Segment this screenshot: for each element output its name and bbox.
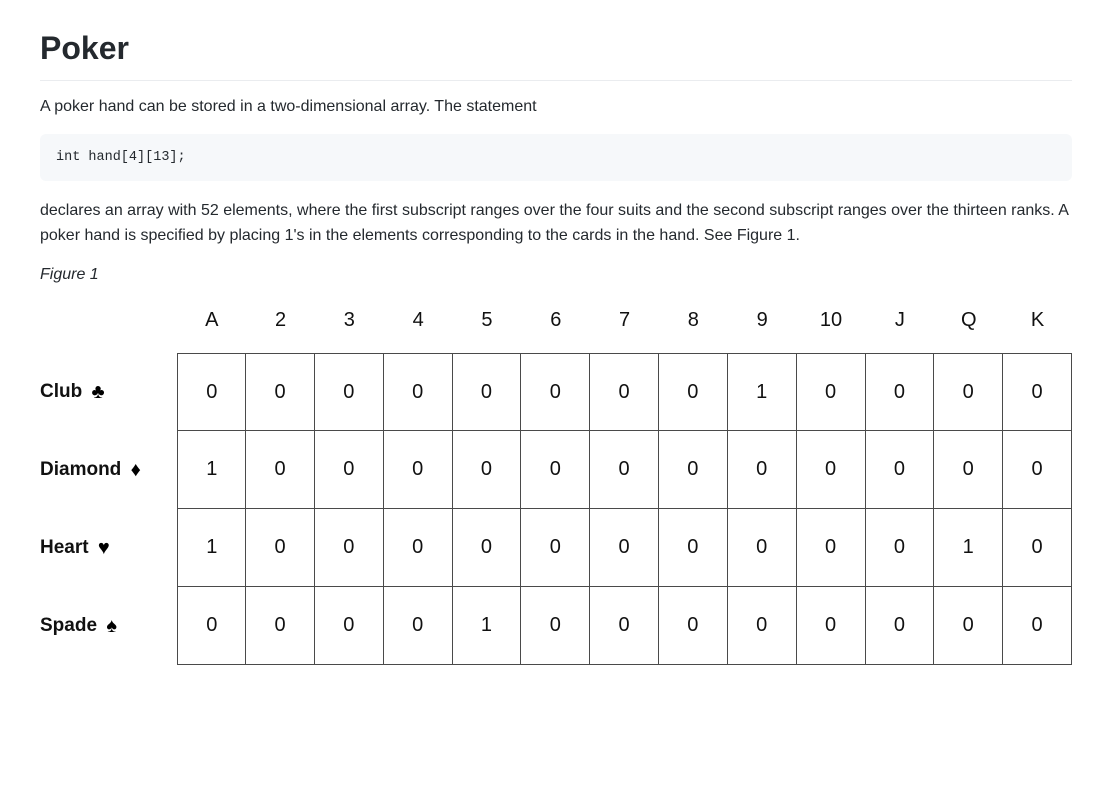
- table-corner-cell: [40, 295, 177, 353]
- table-header-row: A2345678910JQK: [40, 295, 1072, 353]
- hand-cell: 0: [246, 509, 315, 587]
- hand-cell: 1: [934, 509, 1003, 587]
- hand-cell: 0: [315, 431, 384, 509]
- hand-cell: 1: [728, 353, 797, 431]
- hand-cell: 0: [453, 431, 522, 509]
- intro-paragraph-2: declares an array with 52 elements, wher…: [40, 199, 1072, 249]
- rank-header: 7: [590, 295, 659, 353]
- heart-icon: ♥: [98, 537, 110, 559]
- hand-cell: 0: [797, 431, 866, 509]
- hand-cell: 0: [1003, 353, 1072, 431]
- suit-label: Spade ♠: [40, 587, 177, 665]
- hand-cell: 0: [934, 353, 1003, 431]
- hand-cell: 0: [659, 587, 728, 665]
- hand-cell: 0: [797, 587, 866, 665]
- hand-cell: 0: [659, 431, 728, 509]
- suit-label: Diamond ♦: [40, 431, 177, 509]
- hand-cell: 0: [590, 587, 659, 665]
- suit-name: Club: [40, 381, 82, 402]
- rank-header: 3: [315, 295, 384, 353]
- rank-header: 8: [659, 295, 728, 353]
- hand-cell: 0: [1003, 587, 1072, 665]
- hand-cell: 0: [590, 431, 659, 509]
- hand-cell: 0: [521, 509, 590, 587]
- suit-name: Heart: [40, 537, 89, 558]
- hand-cell: 0: [246, 353, 315, 431]
- diamond-icon: ♦: [131, 459, 141, 481]
- spade-icon: ♠: [106, 615, 117, 637]
- hand-cell: 0: [315, 509, 384, 587]
- hand-cell: 1: [177, 431, 246, 509]
- hand-cell: 0: [728, 509, 797, 587]
- page-container: Poker A poker hand can be stored in a tw…: [0, 0, 1112, 705]
- hand-cell: 0: [797, 509, 866, 587]
- table-row: Spade ♠0000100000000: [40, 587, 1072, 665]
- hand-cell: 0: [177, 587, 246, 665]
- hand-cell: 0: [934, 587, 1003, 665]
- poker-hand-table: A2345678910JQK Club ♣0000000010000Diamon…: [40, 295, 1072, 665]
- rank-header: 9: [728, 295, 797, 353]
- table-row: Heart ♥1000000000010: [40, 509, 1072, 587]
- rank-header: 6: [521, 295, 590, 353]
- hand-cell: 0: [659, 509, 728, 587]
- hand-cell: 0: [453, 353, 522, 431]
- rank-header: K: [1003, 295, 1072, 353]
- club-icon: ♣: [92, 381, 105, 403]
- suit-label: Heart ♥: [40, 509, 177, 587]
- suit-name: Spade: [40, 615, 97, 636]
- hand-cell: 0: [728, 587, 797, 665]
- hand-cell: 0: [453, 509, 522, 587]
- hand-cell: 0: [521, 353, 590, 431]
- hand-cell: 0: [866, 353, 935, 431]
- intro-paragraph-1: A poker hand can be stored in a two-dime…: [40, 95, 1072, 120]
- rank-header: 2: [246, 295, 315, 353]
- rank-header: Q: [934, 295, 1003, 353]
- hand-cell: 0: [590, 509, 659, 587]
- rank-header: 5: [453, 295, 522, 353]
- hand-cell: 0: [866, 509, 935, 587]
- hand-cell: 0: [934, 431, 1003, 509]
- table-body: Club ♣0000000010000Diamond ♦100000000000…: [40, 353, 1072, 665]
- rank-header: A: [177, 295, 246, 353]
- hand-cell: 0: [246, 431, 315, 509]
- figure-caption: Figure 1: [40, 263, 1072, 287]
- hand-cell: 0: [246, 587, 315, 665]
- table-row: Diamond ♦1000000000000: [40, 431, 1072, 509]
- hand-cell: 0: [659, 353, 728, 431]
- page-title: Poker: [40, 24, 1072, 81]
- rank-header: 4: [384, 295, 453, 353]
- hand-cell: 0: [1003, 431, 1072, 509]
- hand-cell: 0: [384, 587, 453, 665]
- hand-cell: 0: [521, 431, 590, 509]
- hand-cell: 0: [384, 509, 453, 587]
- hand-cell: 0: [315, 587, 384, 665]
- hand-cell: 0: [384, 353, 453, 431]
- hand-cell: 0: [384, 431, 453, 509]
- hand-cell: 0: [866, 431, 935, 509]
- hand-cell: 0: [521, 587, 590, 665]
- hand-cell: 0: [1003, 509, 1072, 587]
- table-head: A2345678910JQK: [40, 295, 1072, 353]
- hand-cell: 0: [728, 431, 797, 509]
- suit-name: Diamond: [40, 459, 121, 480]
- hand-cell: 0: [866, 587, 935, 665]
- suit-label: Club ♣: [40, 353, 177, 431]
- hand-cell: 0: [315, 353, 384, 431]
- hand-cell: 1: [453, 587, 522, 665]
- rank-header: J: [866, 295, 935, 353]
- rank-header: 10: [797, 295, 866, 353]
- hand-cell: 0: [590, 353, 659, 431]
- code-block: int hand[4][13];: [40, 134, 1072, 182]
- hand-cell: 0: [177, 353, 246, 431]
- hand-cell: 0: [797, 353, 866, 431]
- hand-cell: 1: [177, 509, 246, 587]
- table-row: Club ♣0000000010000: [40, 353, 1072, 431]
